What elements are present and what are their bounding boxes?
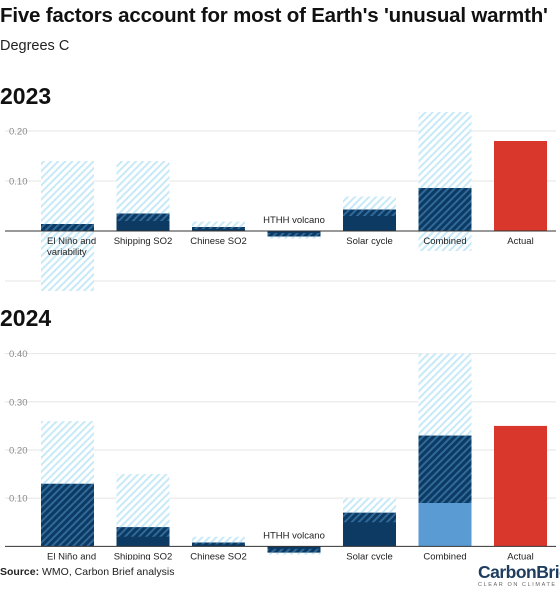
- bar-central-hatched: [418, 188, 472, 231]
- bar-range: [116, 474, 170, 537]
- bar-central: [343, 522, 396, 547]
- source-note: Source: WMO, Carbon Brief analysis: [0, 566, 174, 578]
- bar-central: [192, 229, 245, 231]
- panel-title-2023: 2023: [0, 83, 52, 109]
- bar-range: [116, 161, 170, 221]
- bar-central: [267, 546, 321, 549]
- x-category-label: Shipping SO2: [114, 551, 173, 560]
- bar-actual: [494, 425, 547, 547]
- x-category-label: Chinese SO2: [190, 236, 247, 247]
- bar-central: [116, 536, 170, 547]
- chart-subtitle: Degrees C: [0, 38, 70, 54]
- x-category-label: HTHH volcano: [263, 530, 325, 541]
- y-tick-label: 0.20: [9, 127, 28, 138]
- panel-title-2024: 2024: [0, 305, 52, 331]
- bar-central: [343, 216, 396, 231]
- y-tick-label: 0.20: [9, 446, 28, 457]
- x-category-label: Chinese SO2: [190, 551, 247, 560]
- x-category-label: Actual: [507, 551, 533, 560]
- bar-central: [267, 231, 321, 233]
- y-tick-label: 0.10: [9, 494, 28, 505]
- x-category-label: Combined: [423, 551, 466, 560]
- x-category-label: Actual: [507, 236, 533, 247]
- bar-central-hatched: [41, 483, 94, 547]
- bar-central: [192, 544, 245, 547]
- y-tick-label: 0.30: [9, 397, 28, 408]
- bar-central-hatched: [41, 224, 94, 231]
- x-category-label: Solar cycle: [346, 236, 392, 247]
- bar-range: [192, 221, 245, 229]
- x-category-label: Solar cycle: [346, 551, 392, 560]
- bar-range: [192, 536, 245, 545]
- chart-2023: 0.20 0.10 El Niño and variability Shipping S…: [5, 112, 556, 291]
- x-category-label: Shipping SO2: [114, 236, 173, 247]
- source-text: WMO, Carbon Brief analysis: [42, 566, 175, 578]
- bar-actual: [494, 141, 547, 231]
- x-category-label: Combined: [423, 236, 466, 247]
- x-category-label: HTHH volcano: [263, 215, 325, 226]
- y-tick-label: 0.10: [9, 177, 28, 188]
- bar-central-hatched: [267, 546, 321, 553]
- source-label: Source:: [0, 566, 40, 578]
- bar-central: [418, 503, 472, 547]
- chart-title: Five factors account for most of Earth's…: [0, 4, 548, 27]
- bar-central: [116, 221, 170, 231]
- y-tick-label: 0.40: [9, 349, 28, 360]
- logo-tagline: CLEAR ON CLIMATE: [478, 582, 557, 588]
- bar-central-hatched: [267, 231, 321, 237]
